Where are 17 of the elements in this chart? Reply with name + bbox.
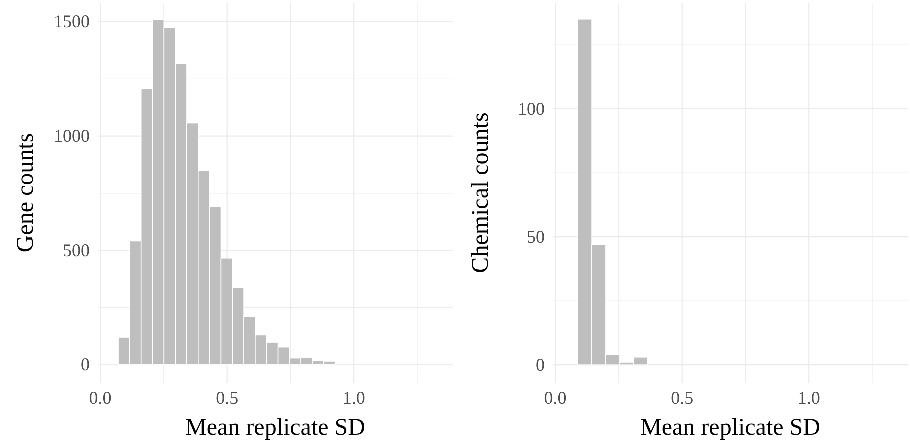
y-tick-label: 0 [81, 354, 90, 375]
x-axis-title: Mean replicate SD [186, 415, 366, 441]
y-tick-label: 0 [536, 354, 545, 375]
x-axis-title: Mean replicate SD [640, 415, 820, 441]
y-tick-label: 1500 [54, 12, 90, 32]
y-axis-title: Gene counts [13, 133, 39, 253]
y-tick-label: 50 [527, 226, 545, 247]
x-tick-label: 1.0 [798, 388, 820, 408]
x-tick-label: 1.0 [342, 388, 366, 408]
y-axis-title: Chemical counts [468, 112, 494, 274]
x-tick-label: 0.5 [216, 388, 239, 408]
y-tick-label: 1000 [54, 126, 90, 146]
y-tick-label: 500 [63, 240, 90, 260]
x-tick-label: 0.5 [671, 388, 694, 408]
x-tick-label: 0.0 [544, 388, 567, 408]
x-tick-label: 0.0 [89, 388, 112, 408]
y-tick-label: 100 [518, 98, 545, 119]
